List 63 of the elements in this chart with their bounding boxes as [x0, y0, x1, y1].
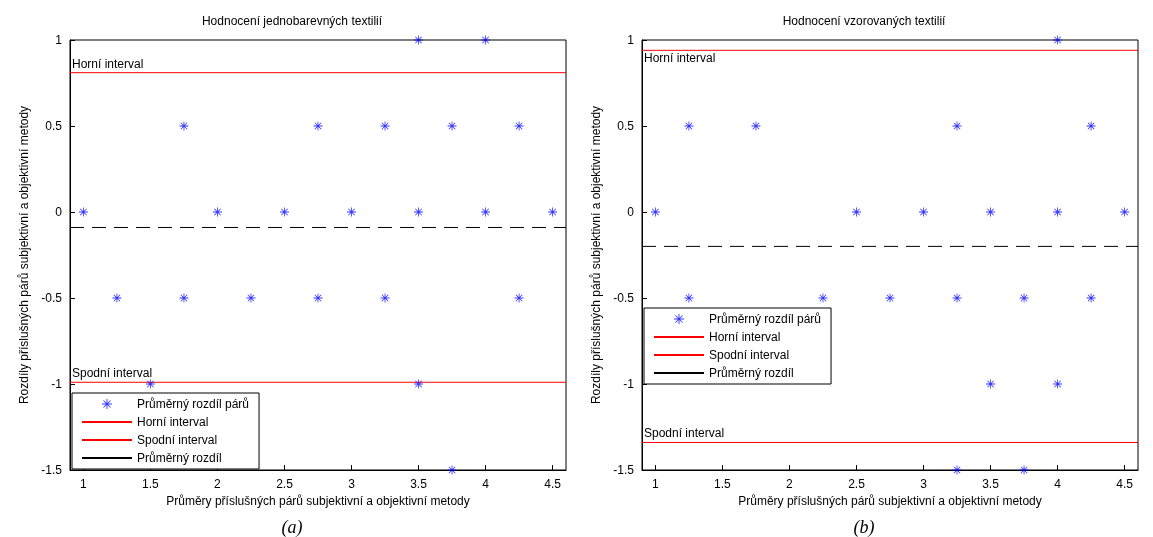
x-axis-title: Průměry příslušných párů subjektivní a objektivní metody — [166, 493, 470, 508]
legend-label: Spodní interval — [709, 348, 790, 362]
y-tick-label: -1.5 — [613, 463, 635, 477]
x-tick-label: 3.5 — [982, 477, 1000, 491]
point — [919, 207, 929, 217]
y-tick-label: 0.5 — [45, 119, 63, 133]
x-tick-label: 4 — [1054, 477, 1062, 491]
x-tick-label: 2 — [786, 477, 794, 491]
y-axis-title: Rozdíly příslušných párů subjektivní a objektivní metody — [17, 105, 31, 405]
x-tick-label: 3 — [920, 477, 928, 491]
x-tick-label: 3 — [348, 477, 356, 491]
x-axis-title: Průměry příslušných párů subjektivní a objektivní metody — [738, 493, 1042, 508]
x-tick-label: 3.5 — [410, 477, 428, 491]
point — [1053, 207, 1063, 217]
x-tick-label: 4 — [482, 477, 490, 491]
annotation: Horní interval — [72, 56, 144, 71]
point — [347, 207, 357, 217]
y-axis-title: Rozdíly příslušných párů subjektivní a objektivní metody — [589, 105, 603, 405]
y-tick-label: 0.5 — [617, 119, 635, 133]
legend-label: Průměrný rozdíl párů — [137, 397, 250, 411]
y-tick-label: 1 — [627, 33, 635, 47]
annotation: Spodní interval — [644, 426, 725, 441]
y-tick-label: -1 — [623, 377, 635, 391]
legend-label: Průměrný rozdíl — [709, 366, 794, 380]
x-tick-label: 1 — [80, 477, 88, 491]
y-tick-label: -1.5 — [41, 463, 63, 477]
annotation: Spodní interval — [72, 366, 153, 381]
point — [212, 207, 222, 217]
y-tick-label: 0 — [627, 205, 635, 219]
legend-label: Spodní interval — [137, 433, 218, 447]
text: (a) — [281, 517, 303, 537]
legend-label: Horní interval — [709, 330, 781, 344]
point — [1053, 379, 1063, 389]
x-tick-label: 2.5 — [276, 477, 294, 491]
legend-label: Průměrný rozdíl — [137, 451, 222, 465]
chart-title: Hodnocení jednobarevných textilií — [201, 14, 383, 28]
point — [1053, 35, 1063, 45]
x-tick-label: 4.5 — [544, 477, 562, 491]
y-tick-label: 0 — [55, 205, 63, 219]
x-tick-label: 4.5 — [1116, 477, 1134, 491]
annotation: Horní interval — [644, 51, 716, 66]
chart-title: Hodnocení vzorovaných textilií — [782, 14, 947, 28]
x-tick-label: 2.5 — [848, 477, 866, 491]
point — [481, 207, 491, 217]
point — [279, 207, 289, 217]
x-tick-label: 1 — [652, 477, 660, 491]
point — [481, 35, 491, 45]
point — [851, 207, 861, 217]
y-tick-label: -0.5 — [41, 291, 63, 305]
legend-label: Průměrný rozdíl párů — [709, 312, 822, 326]
point — [414, 379, 424, 389]
x-tick-label: 1.5 — [714, 477, 732, 491]
y-tick-label: 1 — [55, 33, 63, 47]
y-tick-label: -0.5 — [613, 291, 635, 305]
y-tick-label: -1 — [51, 377, 63, 391]
point — [986, 207, 996, 217]
point — [414, 207, 424, 217]
legend-label: Horní interval — [137, 415, 209, 429]
x-tick-label: 1.5 — [142, 477, 160, 491]
point — [986, 379, 996, 389]
text: (b) — [853, 517, 875, 537]
point — [414, 35, 424, 45]
x-tick-label: 2 — [214, 477, 222, 491]
